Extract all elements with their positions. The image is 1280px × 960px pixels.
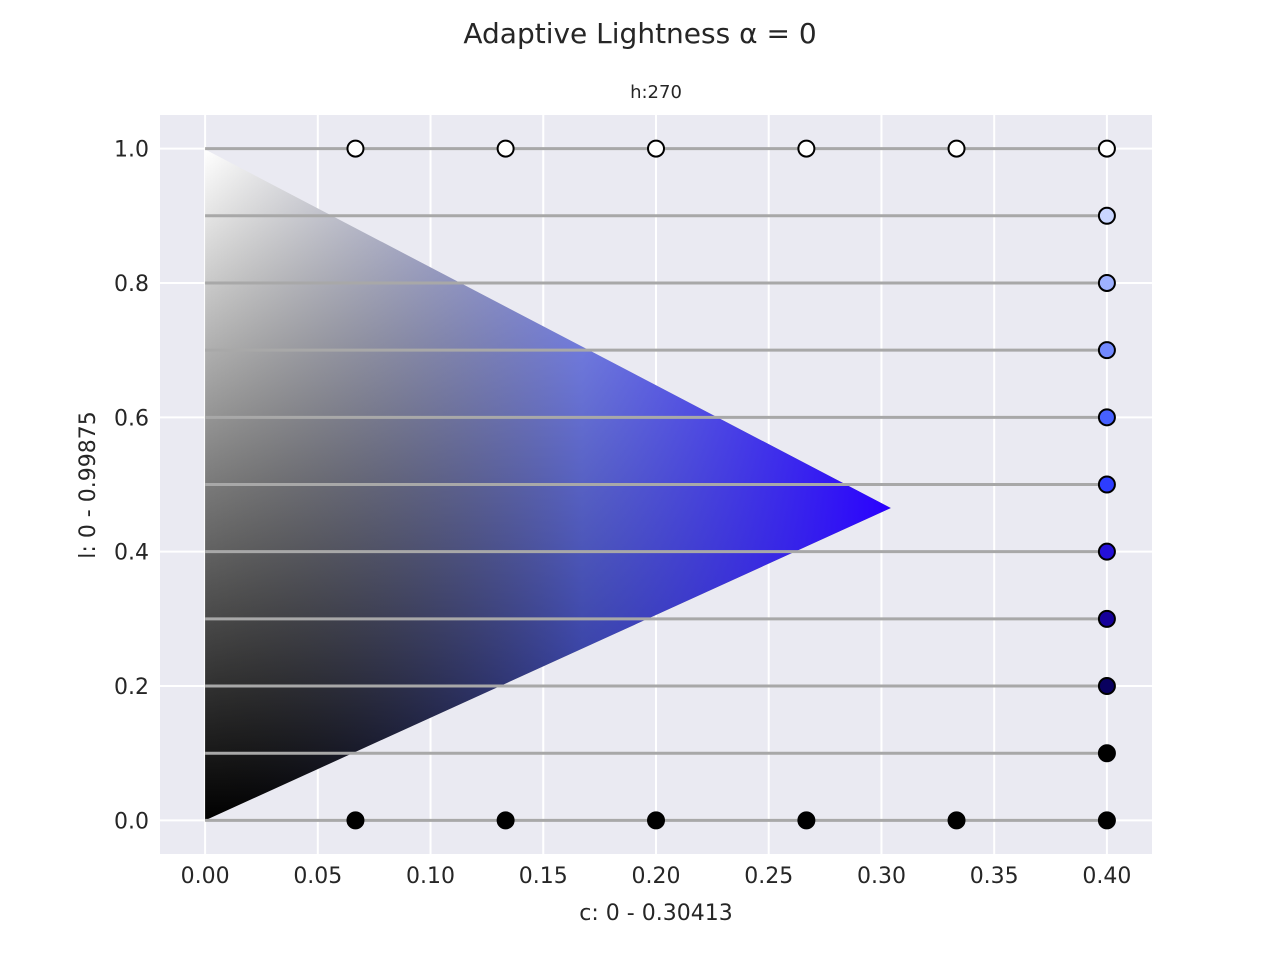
y-tick-label-4: 0.8 — [114, 272, 149, 297]
data-point-1-5 — [1097, 542, 1116, 561]
data-point-2-0 — [346, 811, 365, 830]
data-point-1-8 — [1097, 744, 1116, 763]
data-point-0-4 — [947, 139, 966, 158]
data-point-0-3 — [797, 139, 816, 158]
x-tick-label-6: 0.30 — [857, 864, 906, 889]
data-point-1-0 — [1097, 206, 1116, 225]
data-point-2-4 — [947, 811, 966, 830]
data-point-0-5 — [1097, 139, 1116, 158]
data-point-1-4 — [1097, 475, 1116, 494]
data-point-2-3 — [797, 811, 816, 830]
data-point-2-1 — [496, 811, 515, 830]
y-tick-label-0: 0.0 — [114, 809, 149, 834]
x-tick-label-7: 0.35 — [970, 864, 1019, 889]
data-point-2-2 — [647, 811, 665, 830]
x-axis-label: c: 0 - 0.30413 — [579, 901, 732, 926]
data-points — [346, 139, 1116, 830]
data-point-1-6 — [1097, 609, 1116, 628]
y-tick-label-1: 0.2 — [114, 675, 149, 700]
data-point-1-3 — [1097, 408, 1116, 427]
x-tick-label-2: 0.10 — [406, 864, 455, 889]
x-tick-label-3: 0.15 — [519, 864, 568, 889]
data-point-1-7 — [1097, 677, 1116, 696]
x-tick-label-1: 0.05 — [293, 864, 342, 889]
y-axis-label: l: 0 - 0.99875 — [76, 411, 101, 558]
y-tick-label-3: 0.6 — [114, 406, 149, 431]
data-point-1-2 — [1097, 341, 1116, 360]
chart-title: Adaptive Lightness α = 0 — [463, 17, 816, 50]
chart-subtitle: h:270 — [630, 82, 682, 103]
data-point-2-5 — [1097, 811, 1116, 830]
data-point-1-1 — [1097, 273, 1116, 292]
x-tick-label-5: 0.25 — [744, 864, 793, 889]
x-tick-labels: 0.00 0.05 0.10 0.15 0.20 0.25 0.30 0.35 0.40 — [181, 864, 1132, 889]
y-tick-labels: 0.0 0.2 0.4 0.6 0.8 1.0 — [114, 138, 149, 835]
x-tick-label-0: 0.00 — [181, 864, 230, 889]
data-point-0-2 — [647, 139, 665, 158]
y-tick-label-5: 1.0 — [114, 138, 149, 163]
y-tick-label-2: 0.4 — [114, 541, 149, 566]
x-tick-label-4: 0.20 — [632, 864, 681, 889]
x-tick-label-8: 0.40 — [1082, 864, 1131, 889]
data-point-0-1 — [496, 139, 515, 158]
data-point-0-0 — [346, 139, 365, 158]
